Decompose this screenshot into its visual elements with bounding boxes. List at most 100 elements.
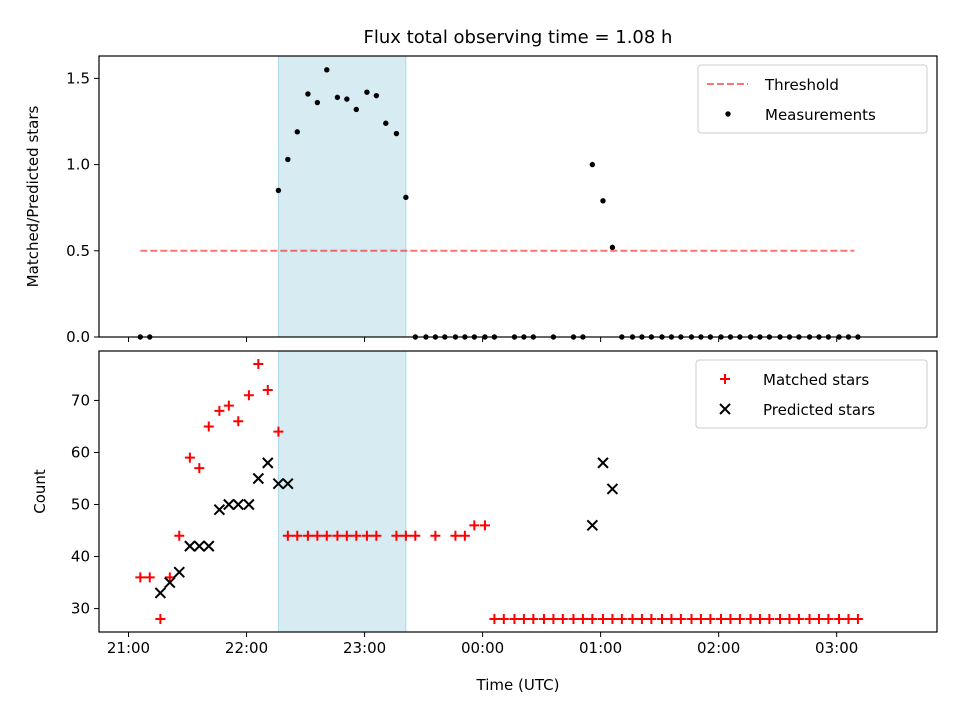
predicted-star-point — [262, 457, 274, 469]
matched-star-point — [292, 530, 303, 541]
legend-measurements-swatch — [725, 111, 731, 117]
measurement-point — [609, 244, 616, 251]
matched-star-point — [174, 530, 185, 541]
matched-star-point — [695, 613, 706, 624]
matched-star-point — [764, 613, 775, 624]
matched-star-point — [371, 530, 382, 541]
matched-star-point — [834, 613, 845, 624]
legend-predicted-label: Predicted stars — [763, 401, 875, 419]
matched-star-point — [548, 613, 559, 624]
bottom-y-tick-label: 50 — [71, 496, 90, 514]
matched-star-point — [233, 416, 244, 427]
measurement-point — [324, 67, 330, 73]
matched-star-point — [754, 613, 765, 624]
measurement-point — [314, 99, 321, 106]
matched-star-point — [557, 613, 568, 624]
matched-star-point — [823, 613, 834, 624]
top-legend-box — [697, 64, 928, 134]
top-axes-frame — [98, 55, 938, 338]
matched-star-point — [155, 613, 166, 624]
matched-star-point — [332, 530, 343, 541]
matched-star-point — [646, 613, 657, 624]
matched-star-point — [243, 390, 254, 401]
measurement-point — [285, 156, 291, 163]
matched-star-point — [627, 613, 638, 624]
top-y-tick-label: 1.0 — [66, 156, 90, 174]
predicted-star-point — [252, 472, 265, 485]
bottom-x-tick-label: 22:00 — [225, 639, 268, 657]
measurement-point — [600, 198, 606, 204]
predicted-star-point — [272, 477, 285, 490]
matched-star-point — [253, 359, 264, 370]
matched-star-point — [675, 613, 686, 624]
matched-star-point — [616, 613, 627, 624]
measurement-point — [305, 91, 311, 97]
matched-star-point — [203, 421, 214, 432]
matched-star-point — [636, 613, 647, 624]
matched-star-point — [775, 613, 786, 624]
matched-star-point — [587, 613, 598, 624]
bottom-y-tick-label: 40 — [71, 548, 90, 566]
matched-star-point — [568, 613, 579, 624]
matched-star-point — [282, 530, 293, 541]
top-shaded-span — [277, 55, 407, 338]
chart-title: Flux total observing time = 1.08 h — [364, 27, 673, 48]
matched-star-point — [804, 613, 815, 624]
top-legend: Threshold Measurements — [697, 64, 928, 134]
predicted-star-point — [282, 477, 294, 490]
matched-star-point — [577, 613, 588, 624]
matched-star-point — [214, 405, 225, 416]
matched-star-point — [194, 463, 205, 474]
measurement-point — [373, 92, 380, 99]
bottom-x-tick-label: 21:00 — [107, 639, 150, 657]
bottom-shaded-span — [277, 350, 407, 633]
matched-star-point — [784, 613, 795, 624]
matched-star-point — [400, 530, 411, 541]
matched-star-point — [509, 613, 520, 624]
matched-star-point — [538, 613, 549, 624]
measurement-point — [589, 161, 596, 168]
matched-star-point — [391, 530, 402, 541]
predicted-star-point — [606, 483, 619, 495]
predicted-star-point — [232, 498, 244, 511]
matched-star-point — [793, 613, 804, 624]
predicted-star-point — [184, 540, 196, 552]
matched-star-point — [450, 530, 461, 541]
predicted-star-point — [203, 540, 215, 552]
matched-star-point — [135, 572, 146, 583]
matched-star-point — [843, 613, 854, 624]
matched-star-point — [302, 530, 313, 541]
matched-star-point — [666, 613, 677, 624]
top-y-axis-label: Matched/Predicted stars — [24, 106, 42, 288]
bottom-y-tick-label: 30 — [71, 600, 90, 618]
matched-star-point — [430, 530, 441, 541]
matched-star-point — [686, 613, 697, 624]
matched-star-point — [498, 613, 509, 624]
top-y-tick-label: 0.0 — [66, 328, 90, 346]
matched-star-point — [489, 613, 500, 624]
measurement-point — [334, 94, 341, 101]
predicted-star-point — [154, 587, 167, 599]
top-y-tick-label: 0.5 — [66, 242, 90, 260]
legend-predicted-swatch — [719, 403, 731, 415]
predicted-star-point — [597, 457, 609, 469]
matched-star-point — [734, 613, 745, 624]
bottom-x-tick-label: 23:00 — [343, 639, 386, 657]
predicted-star-point — [193, 540, 206, 552]
predicted-star-point — [173, 566, 185, 578]
matched-star-point — [184, 452, 195, 463]
legend-matched-swatch — [720, 374, 730, 384]
matched-star-point — [725, 613, 736, 624]
matched-star-point — [469, 520, 480, 531]
legend-threshold-label: Threshold — [764, 76, 839, 94]
measurement-point — [294, 129, 300, 135]
matched-star-point — [164, 572, 175, 583]
predicted-star-point — [213, 504, 226, 516]
predicted-star-point — [586, 519, 599, 532]
measurement-point — [364, 89, 370, 95]
bottom-y-axis-label: Count — [31, 469, 49, 514]
matched-star-point — [410, 530, 421, 541]
matched-star-point — [716, 613, 727, 624]
matched-star-point — [607, 613, 618, 624]
